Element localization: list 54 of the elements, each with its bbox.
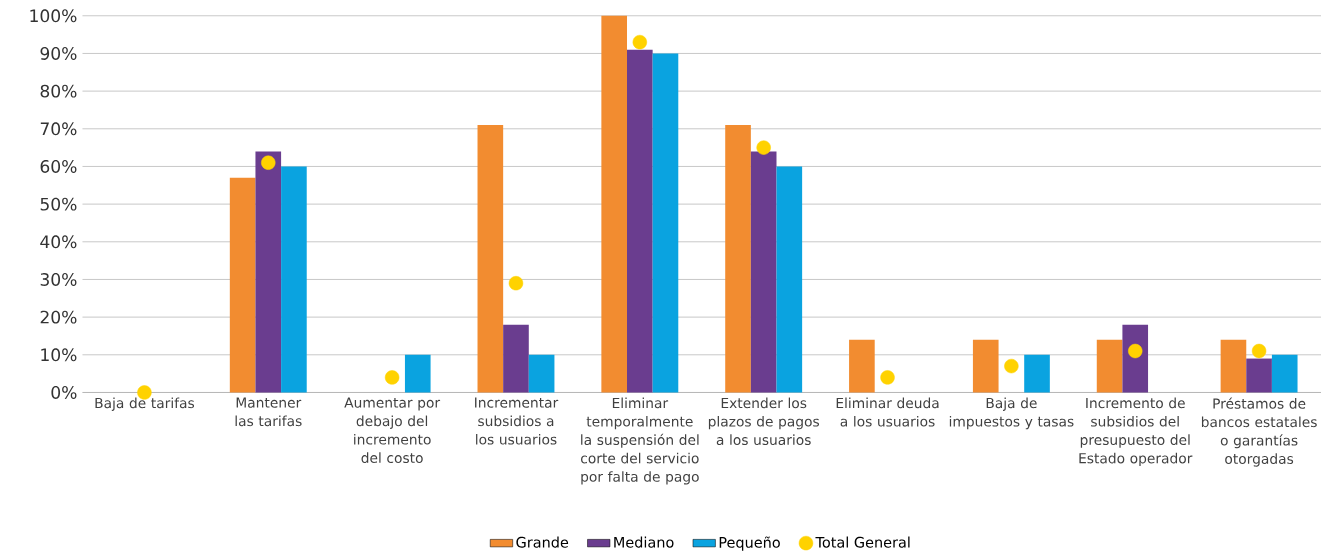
x-tick-label: Extender los plazos de pagos a los usuarios [708, 397, 820, 445]
x-tick-label: Mantener las tarifas [235, 397, 302, 427]
x-tick-label: Eliminar deuda a los usuarios [836, 397, 939, 427]
bar [281, 166, 307, 393]
bar [750, 151, 777, 393]
y-tick-label: 80% [40, 84, 77, 98]
bar [972, 339, 999, 393]
point [1004, 358, 1019, 374]
bar [849, 339, 875, 393]
x-tick-label: Préstamos de bancos estatales o garantías otorgadas [1201, 397, 1317, 467]
y-tick-label: 70% [40, 122, 77, 136]
bar [776, 166, 803, 393]
point [880, 370, 895, 385]
y-tick-label: 0% [51, 385, 77, 399]
point [1251, 343, 1267, 359]
legend-label: Pequeño [719, 536, 780, 551]
legend-label: Mediano [614, 536, 674, 548]
x-tick-label: Baja de impuestos y tasas [949, 397, 1074, 430]
y-tick-label: 30% [40, 272, 77, 286]
bar [1096, 339, 1123, 393]
x-tick-label: Incremento de subsidios del presupuesto del Estado operador [1079, 397, 1193, 467]
bar [1220, 339, 1247, 393]
point [756, 140, 771, 155]
bar [1024, 354, 1050, 393]
x-tick-label: Baja de tarifas [95, 397, 195, 411]
bar [404, 354, 431, 393]
bar [601, 15, 628, 393]
y-tick-label: 20% [40, 310, 77, 324]
point [1128, 343, 1143, 359]
y-tick-label: 40% [40, 235, 77, 249]
bar [627, 49, 653, 393]
point [261, 155, 276, 170]
point [384, 370, 400, 385]
legend-label: Grande [516, 536, 569, 548]
bar [503, 324, 529, 393]
legend-label: Total General [815, 536, 910, 548]
point [632, 34, 647, 50]
bar [652, 53, 679, 393]
y-tick-label: 10% [41, 348, 77, 362]
bar [528, 354, 555, 393]
y-tick-label: 90% [40, 46, 77, 60]
x-tick-label: Aumentar por debajo del incremento del costo [344, 397, 441, 463]
bar [1246, 358, 1272, 393]
bar [477, 124, 504, 393]
y-tick-label: 100% [30, 9, 77, 23]
y-tick-label: 50% [40, 197, 77, 211]
x-tick-label: Eliminar temporalmente la suspensión del corte del servicio por falta de pago [581, 397, 699, 485]
bar [229, 177, 256, 393]
y-tick-label: 60% [40, 159, 77, 173]
bar [1271, 354, 1298, 393]
x-tick-label: Incrementar subsidios a los usuarios [475, 397, 559, 445]
bar [255, 151, 282, 393]
point [508, 275, 524, 291]
bar [725, 124, 751, 393]
